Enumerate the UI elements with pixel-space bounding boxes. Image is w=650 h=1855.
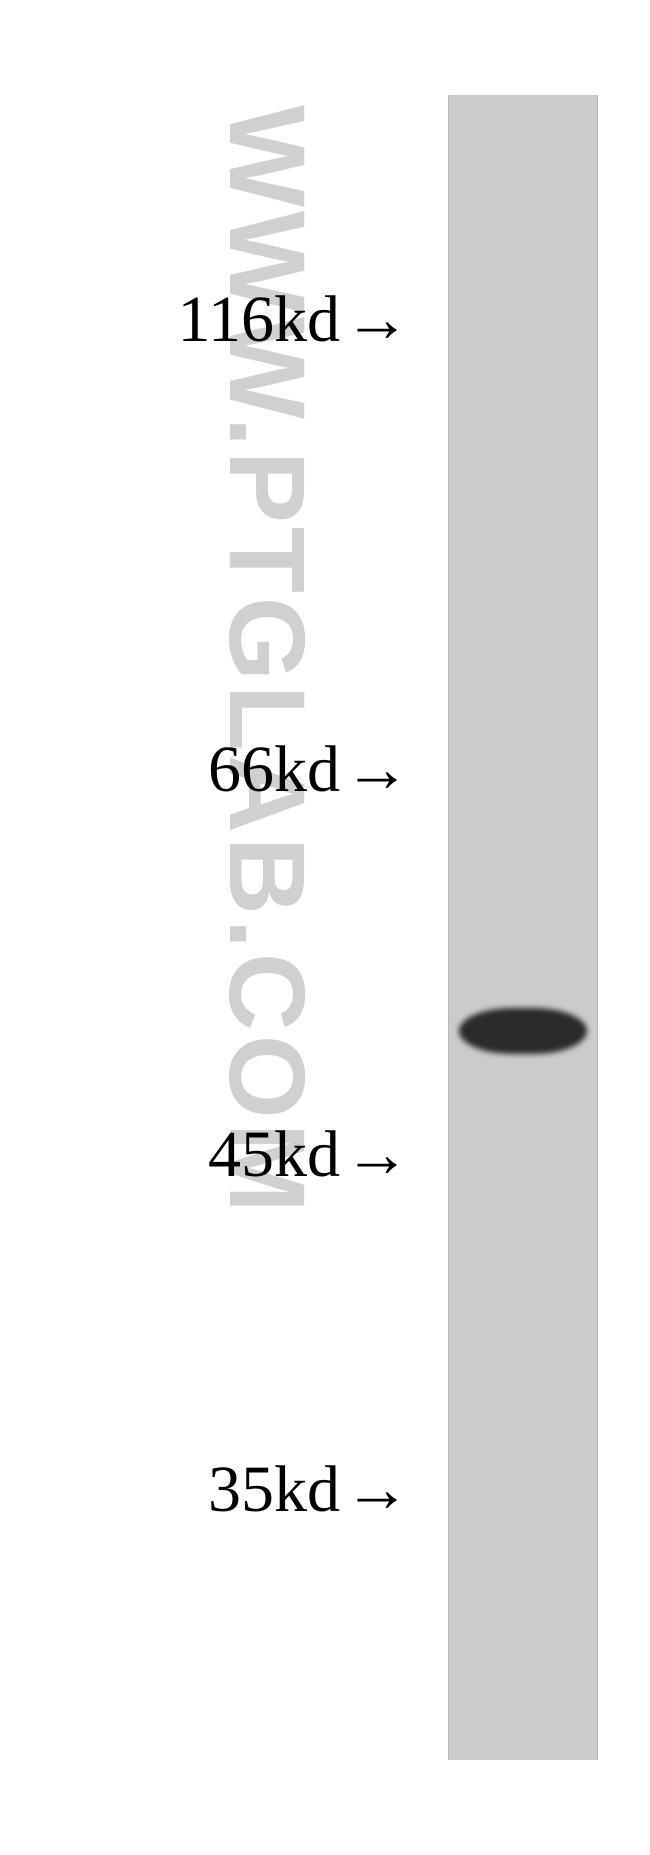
marker-116kd: 116kd → [0, 287, 410, 353]
marker-66kd: 66kd → [0, 737, 410, 803]
marker-label-text: 35kd [208, 1452, 340, 1528]
marker-45kd: 45kd → [0, 1122, 410, 1188]
watermark-text: WWW.PTGLAB.COM [205, 105, 330, 1217]
marker-label-text: 66kd [208, 732, 340, 808]
marker-35kd: 35kd → [0, 1457, 410, 1523]
arrow-icon: → [344, 1452, 410, 1528]
arrow-icon: → [344, 282, 410, 358]
western-blot-figure: WWW.PTGLAB.COM 116kd → 66kd → 45kd → 35k… [0, 0, 650, 1855]
marker-label-text: 45kd [208, 1117, 340, 1193]
arrow-icon: → [344, 1117, 410, 1193]
arrow-icon: → [344, 732, 410, 808]
marker-label-text: 116kd [177, 282, 340, 358]
gel-lane [448, 95, 598, 1760]
protein-band [459, 1008, 587, 1054]
